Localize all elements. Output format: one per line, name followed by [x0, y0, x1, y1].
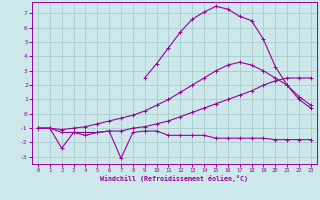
X-axis label: Windchill (Refroidissement éolien,°C): Windchill (Refroidissement éolien,°C) [100, 175, 248, 182]
